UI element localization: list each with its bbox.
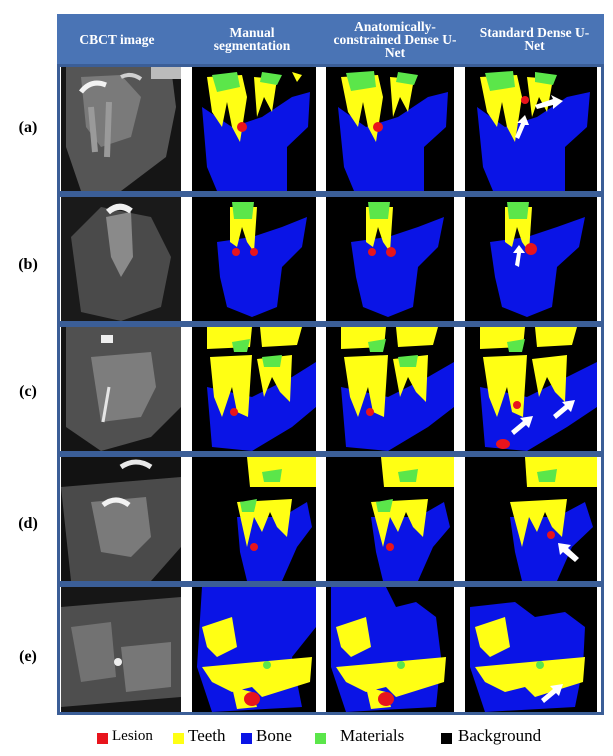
standard-dense-unet-e bbox=[465, 587, 597, 712]
header-manual-segmentation: Manual segmentation bbox=[213, 25, 291, 53]
legend-lesion-label: Lesion bbox=[112, 728, 153, 744]
legend-background-label: Background bbox=[458, 726, 542, 745]
standard-dense-unet-d bbox=[465, 457, 597, 581]
column-header-bar: CBCT image Manual segmentation Anatomica… bbox=[57, 14, 604, 64]
legend-materials-label: Materials bbox=[340, 726, 405, 745]
row-frame-d bbox=[57, 454, 604, 584]
row-label-c: (c) bbox=[19, 383, 37, 400]
legend-teeth-swatch bbox=[173, 733, 184, 744]
anatomically-constrained-a bbox=[326, 67, 454, 191]
cbct-image-b bbox=[61, 197, 181, 321]
legend-bone-swatch bbox=[241, 733, 252, 744]
legend-lesion-swatch bbox=[97, 733, 108, 744]
anatomically-constrained-b bbox=[326, 197, 454, 321]
header-cbct-image: CBCT image bbox=[79, 31, 155, 47]
row-label-a: (a) bbox=[18, 119, 38, 136]
manual-segmentation-e bbox=[192, 587, 316, 712]
anatomically-constrained-d bbox=[326, 457, 454, 581]
row-frame-b bbox=[57, 194, 604, 324]
manual-segmentation-d bbox=[192, 457, 316, 581]
cbct-image-c bbox=[61, 327, 181, 451]
row-frame-c bbox=[57, 324, 604, 454]
manual-segmentation-b bbox=[192, 197, 316, 321]
standard-dense-unet-c bbox=[465, 327, 597, 451]
row-frame-e bbox=[57, 584, 604, 715]
legend-bone-label: Bone bbox=[256, 726, 292, 745]
cbct-image-e bbox=[61, 587, 181, 712]
manual-segmentation-c bbox=[192, 327, 316, 451]
legend-teeth-label: Teeth bbox=[188, 726, 226, 745]
legend-background-swatch bbox=[441, 733, 452, 744]
row-label-b: (b) bbox=[18, 256, 38, 273]
standard-dense-unet-b bbox=[465, 197, 597, 321]
anatomically-constrained-c bbox=[326, 327, 454, 451]
legend: Lesion Teeth Bone Materials Background bbox=[0, 722, 613, 752]
header-standard-dense-unet: Standard Dense U-Net bbox=[479, 25, 590, 53]
row-frame-a bbox=[57, 64, 604, 194]
cbct-image-d bbox=[61, 457, 181, 581]
standard-dense-unet-a bbox=[465, 67, 597, 191]
row-label-e: (e) bbox=[19, 648, 37, 665]
cbct-image-a bbox=[61, 67, 181, 191]
header-anatomically-constrained: Anatomically-constrained Dense U-Net bbox=[333, 18, 457, 60]
manual-segmentation-a bbox=[192, 67, 316, 191]
row-label-d: (d) bbox=[18, 515, 38, 532]
legend-materials-swatch bbox=[315, 733, 326, 744]
anatomically-constrained-e bbox=[326, 587, 454, 712]
